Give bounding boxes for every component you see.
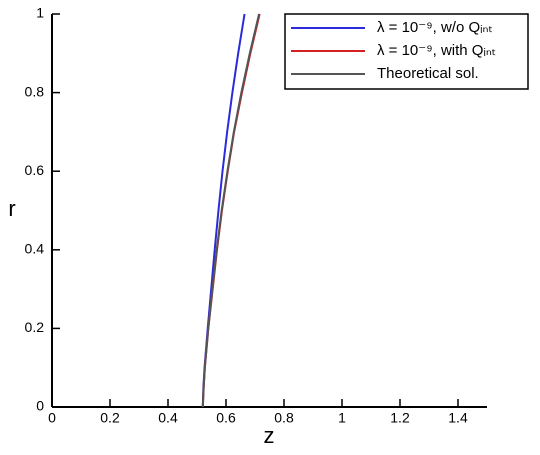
y-axis-label: r — [8, 196, 15, 221]
x-tick-label: 0.2 — [100, 410, 120, 426]
x-tick-label: 0.4 — [158, 410, 178, 426]
y-tick-label: 0 — [36, 398, 44, 414]
x-tick-label: 1.2 — [390, 410, 410, 426]
legend-label: λ = 10⁻⁹, with Qᵢₙₜ — [377, 42, 496, 59]
y-tick-label: 0.8 — [25, 83, 45, 99]
legend-label: λ = 10⁻⁹, w/o Qᵢₙₜ — [377, 19, 493, 36]
line-series — [201, 13, 246, 408]
y-tick-label: 0.2 — [25, 319, 45, 335]
x-tick-label: 0.8 — [274, 410, 294, 426]
line-series — [201, 13, 261, 408]
y-tick-label: 1 — [36, 5, 44, 21]
x-tick-label: 1.4 — [448, 410, 468, 426]
x-tick-label: 0 — [48, 410, 56, 426]
y-tick-label: 0.4 — [25, 241, 45, 257]
y-tick-label: 0.6 — [25, 162, 45, 178]
line-series — [201, 13, 261, 408]
x-tick-label: 0.6 — [216, 410, 236, 426]
x-tick-label: 1 — [338, 410, 346, 426]
x-axis-label: z — [264, 423, 275, 448]
legend-label: Theoretical sol. — [377, 65, 479, 82]
